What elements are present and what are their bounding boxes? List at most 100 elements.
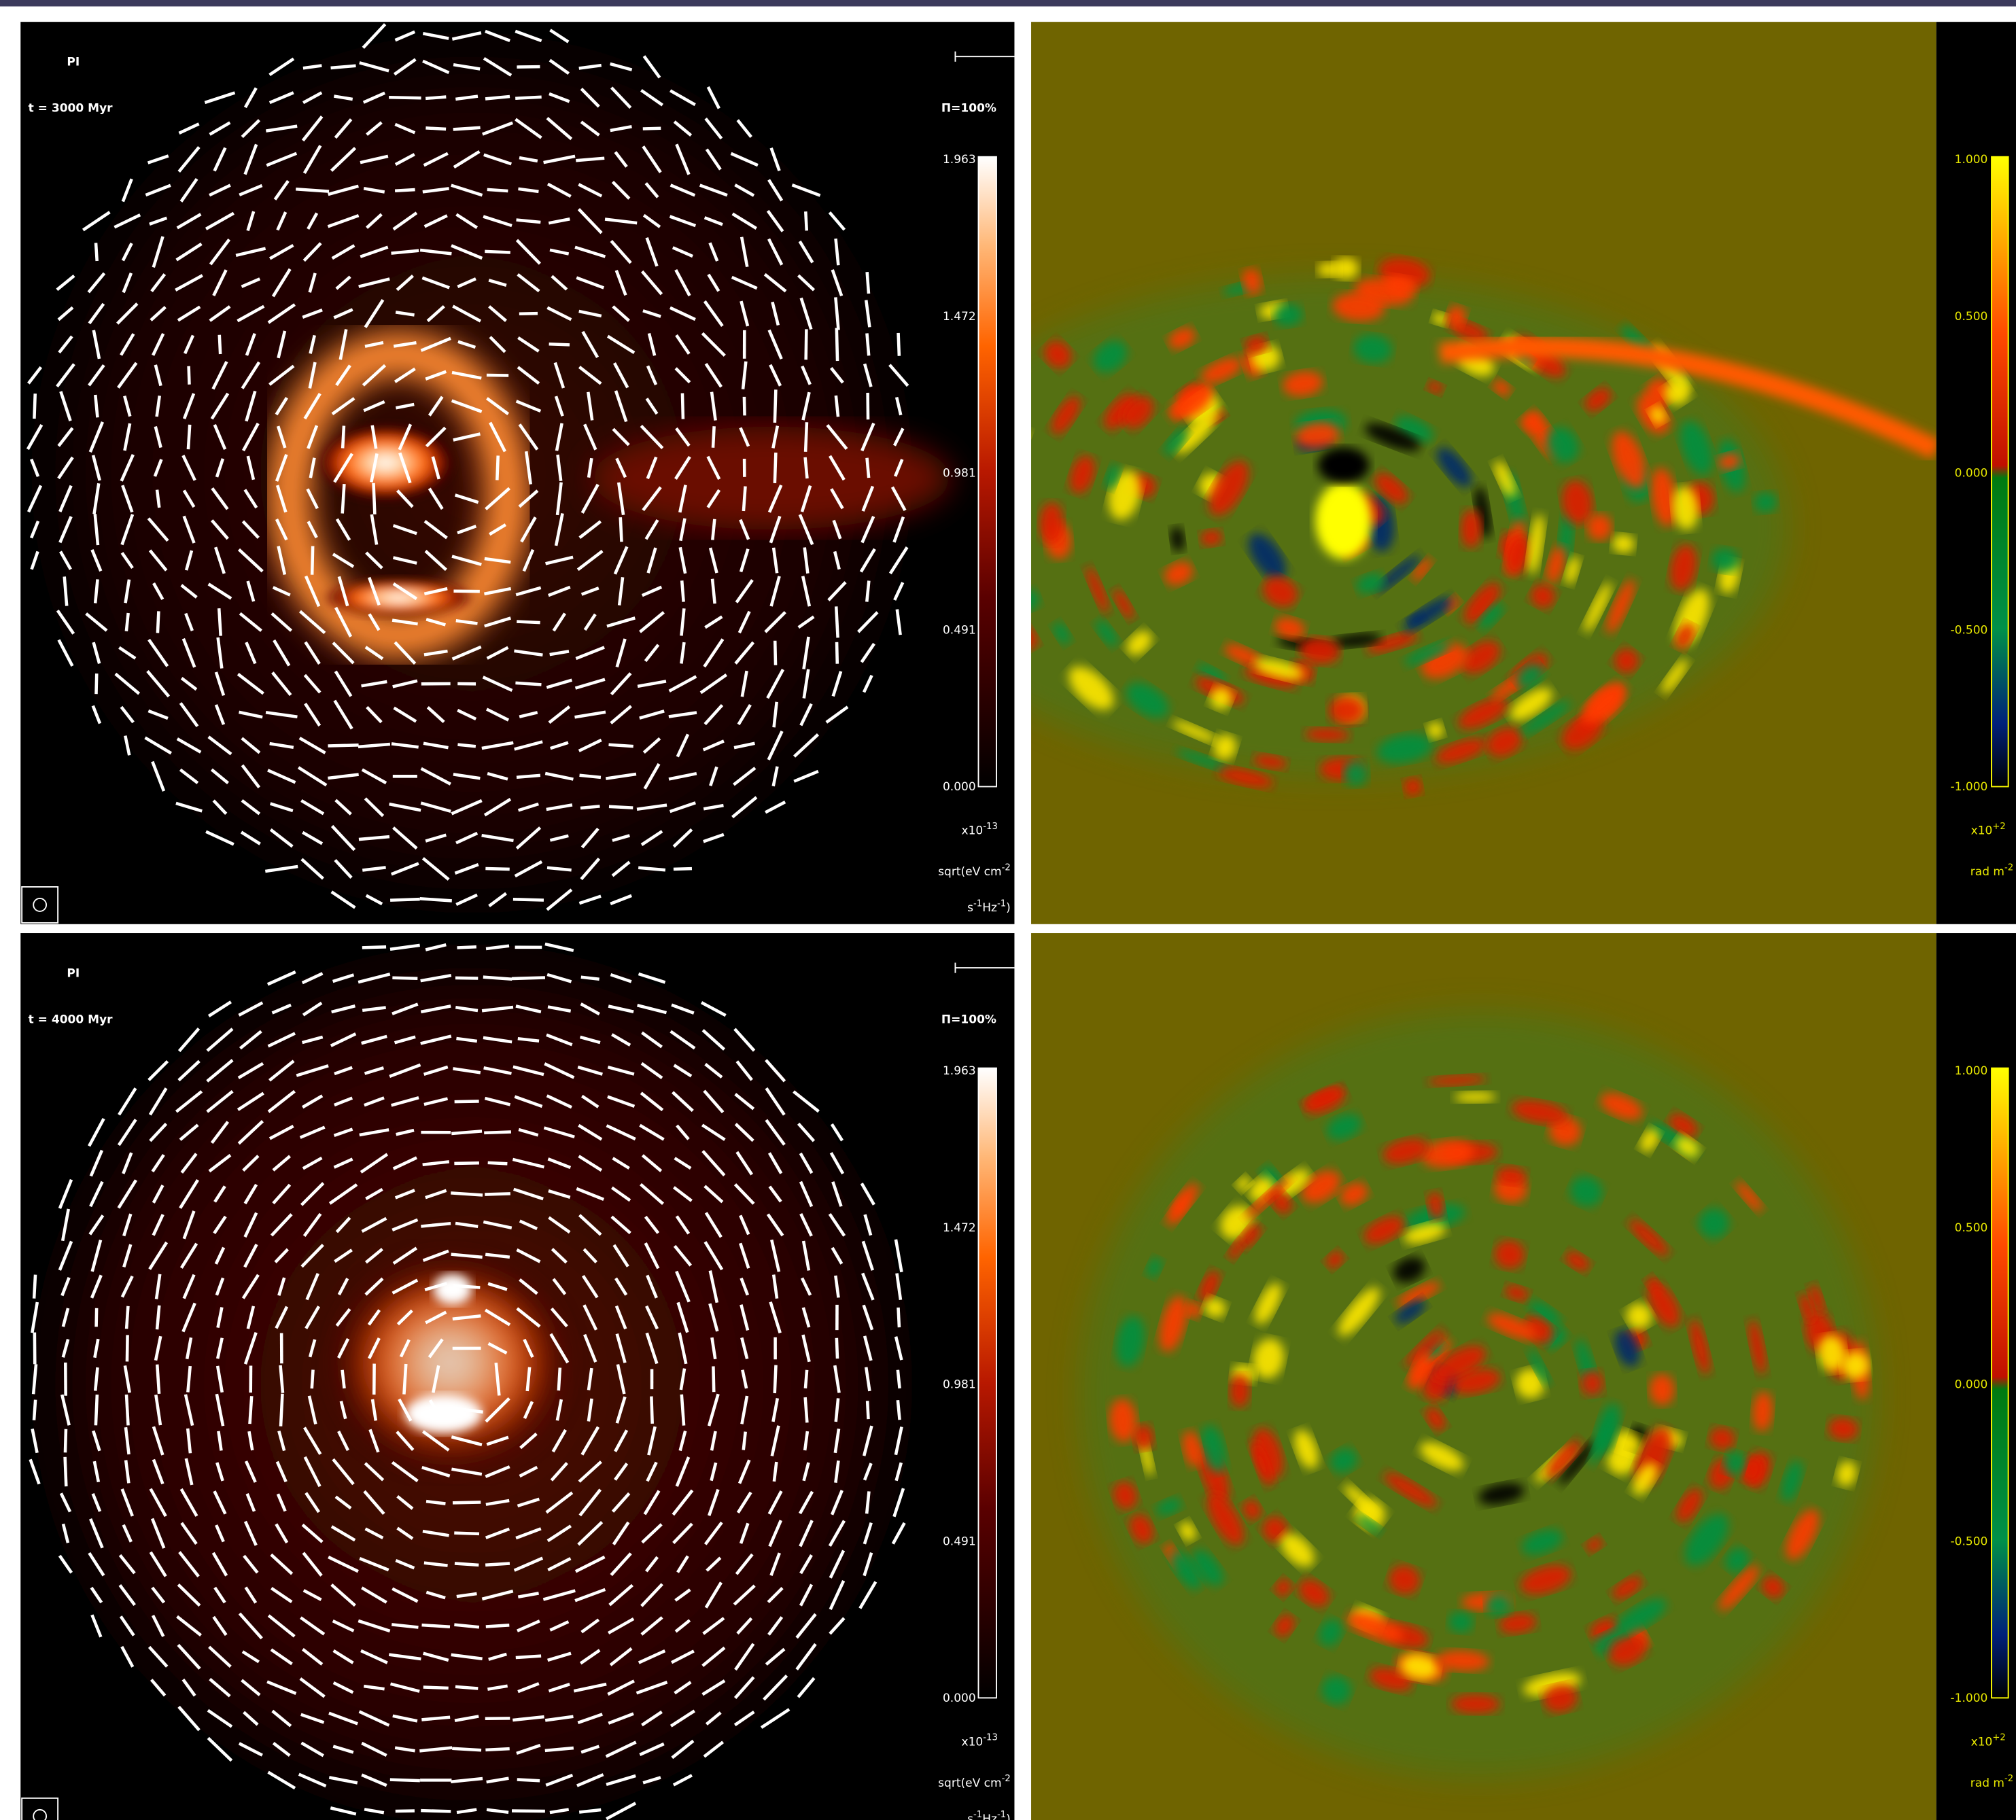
colorbar-tick-label: 0.491 — [943, 1535, 976, 1548]
polarization-vector — [836, 606, 837, 637]
polarization-vector — [390, 899, 420, 900]
rm-image — [1079, 1011, 1878, 1779]
superscript: -2 — [1002, 1774, 1011, 1784]
knot — [433, 1274, 472, 1304]
colorbar — [978, 157, 996, 787]
unit-text: sqrt(eV cm — [938, 865, 1001, 879]
polarization-vector — [189, 366, 190, 385]
colorbar-tick-label: -0.500 — [1951, 1535, 1988, 1548]
colorbar-tick-label: -0.500 — [1951, 623, 1988, 637]
polarization-vector — [512, 977, 545, 978]
polarization-vector — [867, 458, 869, 478]
polarization-vector — [422, 1625, 450, 1627]
colorbar — [978, 1068, 996, 1698]
polarization-vector — [455, 1687, 478, 1689]
polarization-vector — [484, 1132, 511, 1133]
polarization-vector — [898, 1400, 900, 1420]
colorbar-tick-label: 0.981 — [943, 467, 976, 480]
polarization-vector — [805, 457, 807, 478]
superscript: -1 — [997, 1810, 1006, 1820]
polarization-vector — [404, 1364, 406, 1395]
rm-core — [1318, 447, 1370, 483]
rm-core — [1315, 482, 1372, 559]
polarization-label: Π=100% — [941, 102, 996, 116]
polarization-vector — [485, 1749, 509, 1750]
colorbar-tick-label: 1.472 — [943, 310, 976, 323]
colorbar-tick-label: -1.000 — [1951, 1692, 1988, 1705]
superscript: -1 — [973, 898, 982, 909]
polarization-vector — [395, 190, 415, 191]
polarization-vector — [453, 1286, 480, 1288]
polarization-vector — [744, 1432, 746, 1450]
polarization-vector — [805, 211, 807, 230]
unit-text: x10 — [962, 824, 984, 837]
polarization-vector — [744, 487, 746, 511]
polarization-vector — [643, 128, 661, 129]
unit-text: Hz — [982, 1813, 997, 1820]
polarization-vector — [580, 775, 601, 777]
superscript: -1 — [973, 1810, 982, 1820]
polarization-vector — [519, 313, 538, 314]
polarization-vector — [157, 1306, 159, 1329]
polarization-vector — [867, 272, 869, 294]
unit-text: ) — [1006, 1813, 1011, 1820]
polarization-vector — [549, 344, 570, 345]
polarization-vector — [744, 397, 745, 416]
polarization-vector — [421, 1810, 451, 1811]
colorbar-tick-label: 1.963 — [943, 153, 976, 167]
polarization-vector — [157, 490, 159, 508]
polarization-vector — [516, 1656, 541, 1658]
polarization-vector — [581, 977, 599, 979]
unit-text: x10 — [962, 1735, 984, 1749]
polarization-vector — [219, 608, 220, 636]
polarization-vector — [451, 1193, 483, 1195]
polarization-vector — [867, 580, 869, 601]
polarization-vector — [457, 745, 475, 747]
figure: PIt = 3000 MyrΠ=100%1.9631.4720.9810.491… — [0, 0, 2016, 1820]
polarization-vector — [423, 1687, 449, 1688]
colorbar — [1992, 1068, 2009, 1698]
polarization-vector — [396, 1811, 415, 1812]
polarization-vector — [453, 1502, 481, 1503]
polarization-vector — [126, 1395, 128, 1425]
polarization-vector — [775, 1365, 776, 1393]
polarization-vector — [126, 1306, 128, 1329]
polarization-vector — [898, 1308, 899, 1327]
colorbar-tick-label: 0.500 — [1955, 310, 1988, 323]
colorbar-tick-label: 0.000 — [1955, 1378, 1988, 1392]
polarization-vector — [621, 517, 622, 542]
polarization-vector — [392, 978, 417, 979]
polarization-vector — [712, 519, 714, 540]
polarization-vector — [609, 807, 633, 808]
polarization-vector — [805, 1370, 807, 1388]
pi-image — [19, 932, 924, 1820]
polarization-vector — [713, 426, 714, 447]
unit-text: s — [967, 901, 973, 915]
polarization-vector — [517, 775, 540, 777]
polarization-vector — [188, 425, 190, 449]
polarization-vector — [343, 426, 344, 449]
panel-label: PI — [67, 55, 80, 69]
polarization-vector — [96, 243, 97, 261]
polarization-vector — [497, 455, 498, 480]
polarization-vector — [157, 1365, 159, 1394]
polarization-vector — [455, 1563, 479, 1564]
polarization-vector — [455, 1101, 479, 1102]
page: PIt = 3000 MyrΠ=100%1.9631.4720.9810.491… — [0, 0, 2016, 1820]
polarization-vector — [420, 898, 452, 900]
colorbar-unit: sqrt(eV cm-2 — [938, 862, 1011, 879]
superscript: +2 — [1992, 1733, 2006, 1743]
polarization-vector — [452, 1749, 481, 1751]
unit-text: x10 — [1971, 1735, 1993, 1749]
superscript: -13 — [983, 822, 998, 832]
polarization-vector — [485, 251, 510, 253]
polarization-vector — [455, 978, 478, 979]
polarization-vector — [805, 422, 807, 452]
polarization-vector — [390, 1780, 420, 1781]
polarization-vector — [343, 1370, 345, 1388]
colorbar — [1992, 157, 2009, 787]
colorbar-tick-label: 0.491 — [943, 623, 976, 637]
polarization-vector — [513, 899, 544, 900]
polarization-vector — [486, 1625, 509, 1626]
polarization-vector — [898, 1370, 900, 1388]
